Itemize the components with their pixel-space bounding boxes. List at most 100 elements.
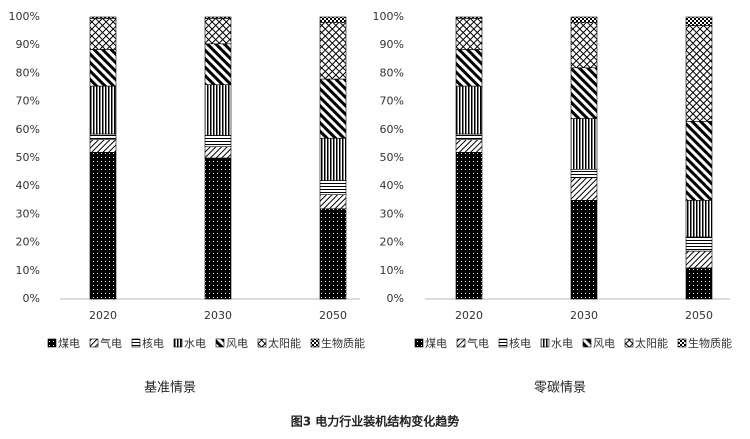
legend-swatch [47, 338, 57, 348]
y-tick-label: 80% [16, 66, 40, 79]
legend-label: 太阳能 [268, 336, 301, 350]
bar-segment [455, 85, 483, 135]
bar-segment [204, 84, 232, 136]
bar-segment [685, 236, 713, 252]
y-tick-label: 100% [9, 10, 40, 23]
y-tick-label: 90% [380, 38, 404, 51]
y-tick-label: 70% [380, 95, 404, 108]
y-tick-label: 100% [373, 10, 404, 23]
legend-label: 核电 [509, 336, 531, 350]
bar-segment [89, 16, 117, 19]
legend-swatch [215, 338, 225, 348]
x-tick-label: 2020 [455, 309, 483, 322]
y-tick-label: 40% [380, 179, 404, 192]
bar-segment [570, 16, 598, 23]
legend-swatch [456, 338, 466, 348]
bar-segment [455, 133, 483, 140]
bar-segment [204, 146, 232, 159]
bar-segment [204, 135, 232, 148]
bar-segment [570, 168, 598, 179]
bar-segment [89, 139, 117, 153]
legend-label: 水电 [551, 337, 573, 350]
y-tick-label: 20% [16, 236, 40, 249]
legend-swatch [540, 338, 550, 348]
bar-segment [455, 16, 483, 19]
bar-segment [685, 267, 713, 300]
y-tick-label: 0% [387, 292, 404, 305]
bar-segment [319, 180, 347, 195]
y-tick-label: 30% [16, 207, 40, 220]
y-tick-label: 10% [380, 264, 404, 277]
y-tick-label: 10% [16, 264, 40, 277]
legend-swatch [677, 338, 687, 348]
bar-segment [685, 16, 713, 26]
y-tick-label: 70% [16, 95, 40, 108]
bar-segment [319, 208, 347, 300]
x-tick-label: 2020 [89, 309, 117, 322]
bar-segment [685, 200, 713, 238]
bar-segment [204, 157, 232, 300]
bar-segment [89, 133, 117, 140]
legend-swatch [89, 338, 99, 348]
legend-swatch [498, 338, 508, 348]
bar-segment [570, 67, 598, 119]
legend-label: 水电 [184, 337, 206, 350]
legend-swatch [173, 338, 183, 348]
chart-subtitle: 零碳情景 [534, 381, 586, 396]
bar-segment [455, 49, 483, 87]
legend-label: 气电 [467, 336, 489, 350]
legend-label: 风电 [226, 337, 248, 350]
chart-subtitle: 基准情景 [144, 381, 196, 396]
legend-swatch [414, 338, 424, 348]
legend-label: 煤电 [58, 337, 80, 350]
x-tick-label: 2050 [319, 309, 347, 322]
bar-segment [455, 152, 483, 300]
legend-label: 风电 [593, 337, 615, 350]
y-tick-label: 50% [380, 151, 404, 164]
bar-segment [204, 18, 232, 45]
legend-label: 生物质能 [688, 336, 732, 350]
bar-segment [685, 250, 713, 269]
bar-segment [89, 85, 117, 135]
y-tick-label: 0% [23, 292, 40, 305]
bar-segment [685, 25, 713, 122]
legend-swatch [257, 338, 267, 348]
bar-segment [319, 78, 347, 139]
y-tick-label: 60% [380, 123, 404, 136]
x-tick-label: 2050 [685, 309, 713, 322]
legend-label: 太阳能 [635, 336, 668, 350]
bar-segment [319, 22, 347, 80]
x-tick-label: 2030 [570, 309, 598, 322]
bar-segment [570, 118, 598, 170]
bar-segment [570, 177, 598, 201]
bar-segment [89, 152, 117, 300]
figure-caption: 图3 电力行业装机结构变化趋势 [291, 414, 460, 429]
bar-segment [319, 194, 347, 210]
y-tick-label: 60% [16, 123, 40, 136]
bar-segment [89, 49, 117, 87]
x-tick-label: 2030 [204, 309, 232, 322]
legend-swatch [131, 338, 141, 348]
y-tick-label: 90% [16, 38, 40, 51]
bar-segment [685, 121, 713, 201]
legend-label: 核电 [142, 336, 164, 350]
legend-label: 生物质能 [321, 336, 365, 350]
bar-segment [204, 43, 232, 85]
legend-swatch [624, 338, 634, 348]
legend-label: 气电 [100, 336, 122, 350]
bar-segment [204, 16, 232, 19]
y-tick-label: 80% [380, 66, 404, 79]
y-tick-label: 30% [380, 207, 404, 220]
legend-swatch [310, 338, 320, 348]
bar-segment [455, 18, 483, 50]
bar-segment [319, 16, 347, 23]
y-tick-label: 40% [16, 179, 40, 192]
bar-segment [89, 18, 117, 50]
bar-segment [455, 139, 483, 153]
y-tick-label: 50% [16, 151, 40, 164]
y-tick-label: 20% [380, 236, 404, 249]
bar-segment [570, 200, 598, 300]
legend-label: 煤电 [425, 337, 447, 350]
